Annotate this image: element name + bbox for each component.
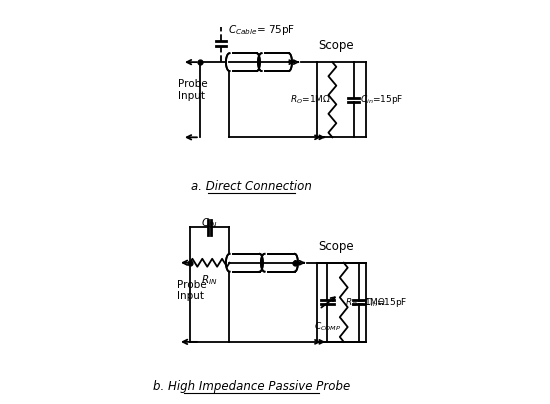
Text: $C_{in}$=15pF: $C_{in}$=15pF xyxy=(364,296,408,309)
Text: $R_O$=1M$\Omega$: $R_O$=1M$\Omega$ xyxy=(290,93,332,106)
Text: $C_{Cable}$= 75pF: $C_{Cable}$= 75pF xyxy=(228,23,295,38)
Text: a. Direct Connection: a. Direct Connection xyxy=(191,180,312,193)
Text: b. High Impedance Passive Probe: b. High Impedance Passive Probe xyxy=(153,380,350,393)
Text: $R_O$=1M$\Omega$: $R_O$=1M$\Omega$ xyxy=(345,296,386,309)
Polygon shape xyxy=(261,254,298,271)
Text: $C_{IN}$: $C_{IN}$ xyxy=(201,216,218,230)
Text: Scope: Scope xyxy=(318,39,354,52)
Text: Scope: Scope xyxy=(318,240,354,253)
Text: Probe
Input: Probe Input xyxy=(178,79,208,101)
Text: $C_{COMP}$: $C_{COMP}$ xyxy=(314,320,341,332)
Polygon shape xyxy=(258,53,292,71)
Polygon shape xyxy=(226,53,260,71)
Text: $C_{in}$=15pF: $C_{in}$=15pF xyxy=(360,93,403,106)
Polygon shape xyxy=(226,254,263,271)
Text: $R_{IN}$: $R_{IN}$ xyxy=(201,274,218,287)
Text: Probe
Input: Probe Input xyxy=(177,280,207,301)
